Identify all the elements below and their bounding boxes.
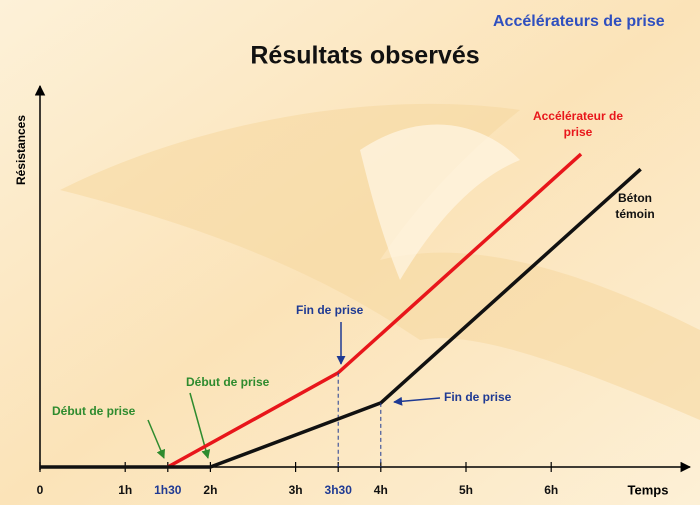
- x-tick-label: 6h: [544, 483, 558, 497]
- chart-title: Résultats observés: [250, 42, 479, 70]
- x-tick-label: 5h: [459, 483, 473, 497]
- annotation: Début de prise: [52, 403, 182, 419]
- series-label: Accélérateur de prise: [528, 108, 628, 140]
- x-tick-label: 1h: [118, 483, 132, 497]
- chart: Accélérateurs de prise Résultats observé…: [0, 0, 700, 505]
- header: Accélérateurs de prise: [493, 13, 665, 30]
- annotation: Fin de prise: [444, 389, 554, 405]
- x-tick-label: 0: [37, 483, 44, 497]
- series-label: Béton témoin: [605, 190, 665, 222]
- page: Accélérateurs de prise Résultats observé…: [0, 0, 700, 505]
- y-axis-label: Résistances: [14, 115, 28, 185]
- annotation: Début de prise: [186, 374, 316, 390]
- x-tick-label: 2h: [203, 483, 217, 497]
- x-tick-label: 3h: [289, 483, 303, 497]
- annotation: Fin de prise: [296, 302, 406, 318]
- x-axis-label: Temps: [628, 482, 669, 497]
- x-tick-label: 3h30: [325, 483, 353, 497]
- x-tick-label: 1h30: [154, 483, 182, 497]
- x-tick-label: 4h: [374, 483, 388, 497]
